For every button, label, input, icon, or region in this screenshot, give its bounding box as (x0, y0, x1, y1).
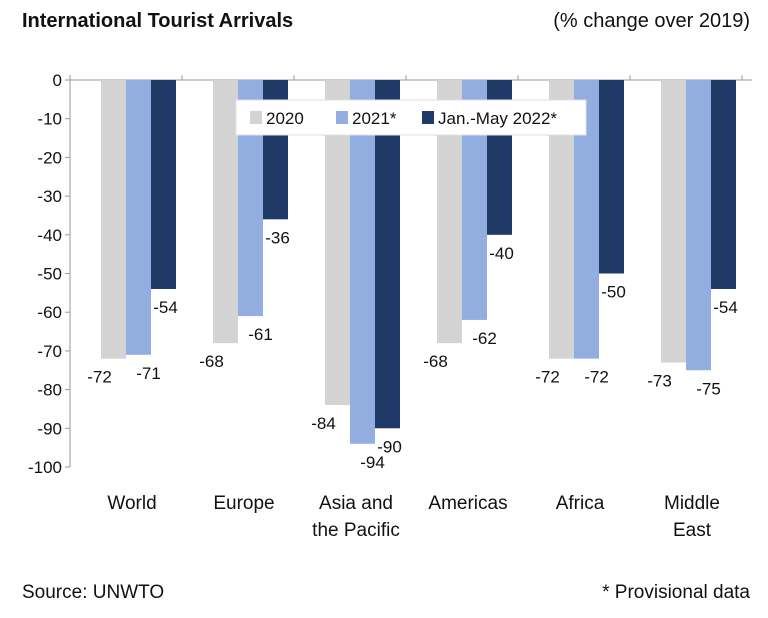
legend-box (235, 99, 587, 136)
data-label: -94 (360, 453, 385, 472)
category-label: World (107, 493, 156, 514)
category-label: Africa (556, 493, 605, 514)
data-label: -54 (153, 298, 178, 317)
legend-swatch (422, 111, 434, 124)
y-tick-label: 0 (53, 71, 62, 90)
y-tick-label: -60 (37, 303, 62, 322)
legend-swatch (250, 111, 262, 124)
category-label: Europe (213, 493, 274, 514)
data-label: -36 (265, 228, 290, 247)
bar (350, 80, 375, 444)
data-label: -68 (199, 352, 224, 371)
y-tick-label: -40 (37, 226, 62, 245)
y-tick-label: -10 (37, 110, 62, 129)
data-label: -73 (647, 372, 672, 391)
y-tick-label: -80 (37, 381, 62, 400)
data-label: -84 (311, 414, 336, 433)
bar (126, 80, 151, 355)
source-note: Source: UNWTO (22, 582, 165, 603)
category-label: East (673, 520, 712, 541)
legend-swatch (336, 111, 348, 124)
data-label: -62 (472, 329, 497, 348)
category-label: Asia and (319, 493, 393, 514)
y-tick-label: -70 (37, 342, 62, 361)
chart-subtitle: (% change over 2019) (553, 10, 750, 32)
chart-title: International Tourist Arrivals (22, 10, 294, 32)
data-label: -72 (584, 368, 609, 387)
data-label: -50 (601, 283, 626, 302)
data-label: -72 (87, 368, 112, 387)
data-label: -72 (535, 368, 560, 387)
y-tick-label: -20 (37, 148, 62, 167)
bar (213, 80, 238, 344)
legend-label: 2020 (266, 109, 304, 128)
category-label: Middle (664, 493, 720, 514)
y-tick-label: -90 (37, 419, 62, 438)
data-label: -54 (713, 298, 738, 317)
legend-label: Jan.-May 2022* (438, 109, 557, 128)
category-label: the Pacific (312, 520, 400, 541)
bar (599, 80, 624, 274)
bar (151, 80, 176, 289)
bar (101, 80, 126, 359)
y-tick-label: -30 (37, 187, 62, 206)
bar (661, 80, 686, 363)
legend-label: 2021* (352, 109, 397, 128)
provisional-note: * Provisional data (602, 582, 750, 603)
data-label: -71 (136, 364, 161, 383)
category-label: Americas (428, 493, 507, 514)
bar (711, 80, 736, 289)
data-label: -68 (423, 352, 448, 371)
data-label: -61 (248, 325, 273, 344)
data-label: -90 (377, 437, 402, 456)
bar (375, 80, 400, 429)
data-label: -75 (696, 379, 721, 398)
y-tick-label: -50 (37, 265, 62, 284)
data-label: -40 (489, 244, 514, 263)
bar (686, 80, 711, 371)
y-tick-label: -100 (28, 458, 62, 477)
